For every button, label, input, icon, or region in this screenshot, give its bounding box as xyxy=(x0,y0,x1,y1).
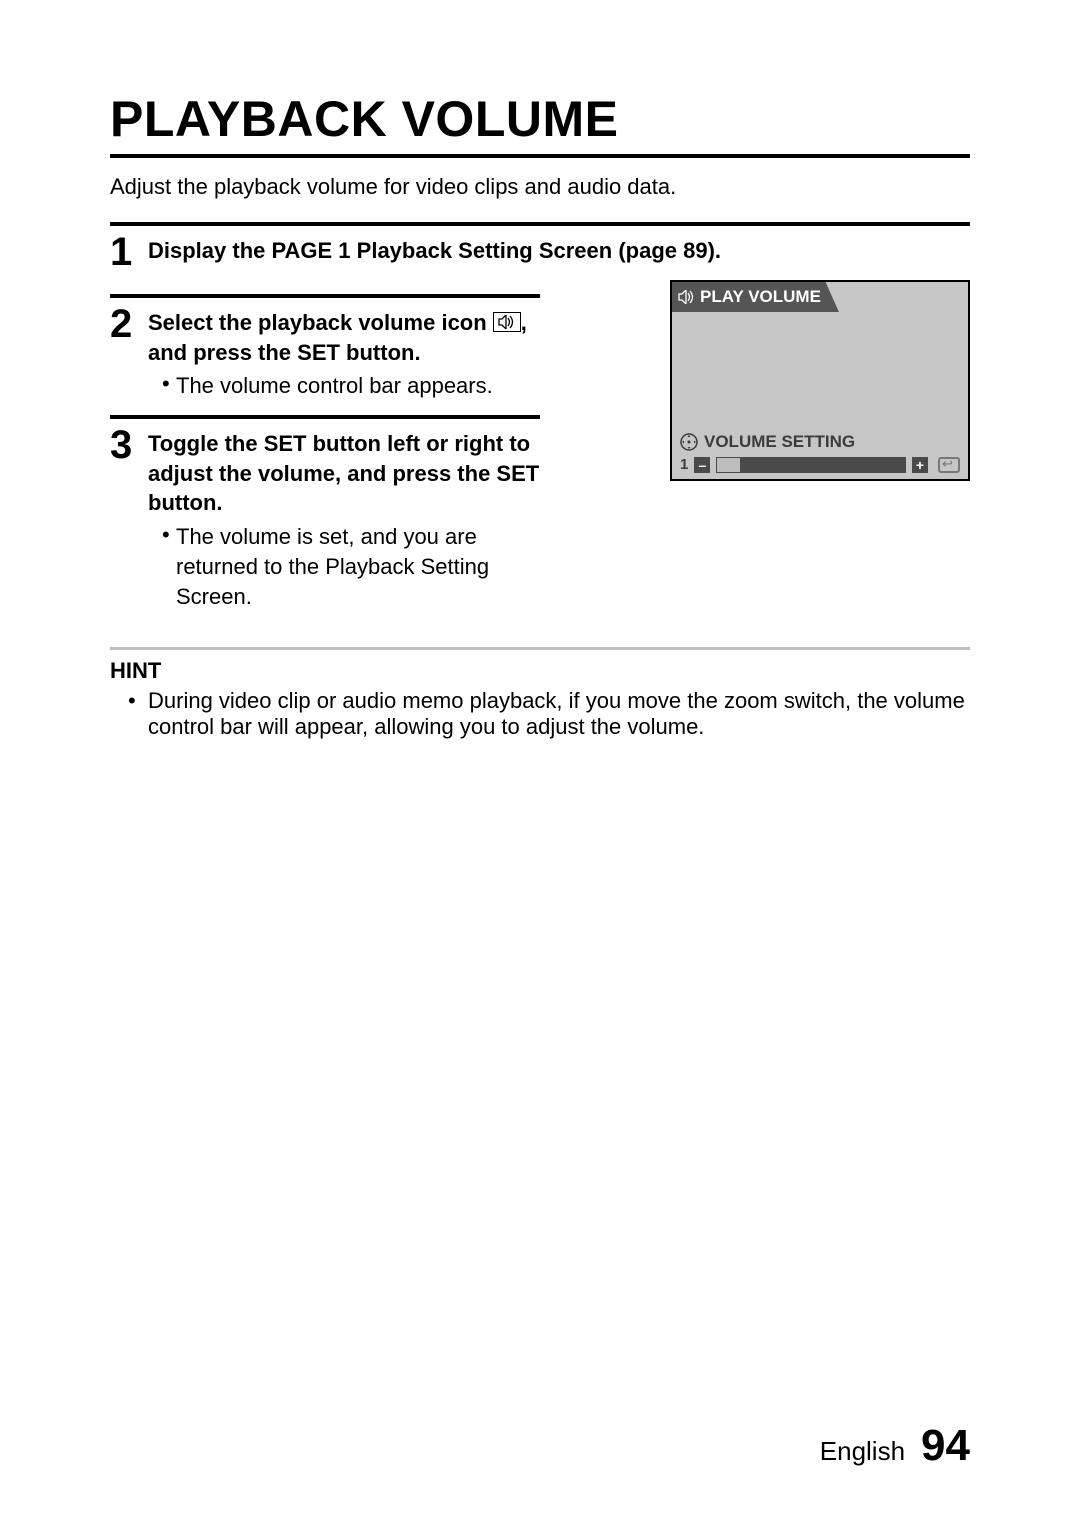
volume-track xyxy=(716,457,906,473)
volume-value: 1 xyxy=(680,456,688,473)
step-3-number: 3 xyxy=(110,425,148,465)
manual-page: PLAYBACK VOLUME Adjust the playback volu… xyxy=(0,0,1080,1526)
footer-page-number: 94 xyxy=(921,1421,970,1471)
bullet-dot-icon: • xyxy=(162,371,176,397)
rule-mid-1 xyxy=(110,294,540,298)
page-title: PLAYBACK VOLUME xyxy=(110,90,970,158)
volume-minus: – xyxy=(694,457,710,473)
volume-icon-inline xyxy=(493,312,521,332)
step-3-head: Toggle the SET button left or right to a… xyxy=(148,429,540,518)
step-2-number: 2 xyxy=(110,304,148,344)
bullet-dot-icon: • xyxy=(162,522,176,548)
joystick-icon xyxy=(680,433,698,451)
screen-header: PLAY VOLUME xyxy=(672,282,968,312)
lcd-screen: PLAY VOLUME VOLUME SETTING 1 – xyxy=(670,280,970,481)
step-2-bullet-text: The volume control bar appears. xyxy=(176,371,540,401)
volume-setting-row: VOLUME SETTING xyxy=(680,432,960,452)
volume-fill xyxy=(717,458,740,472)
speaker-icon xyxy=(678,290,696,304)
step-1-head: Display the PAGE 1 Playback Setting Scre… xyxy=(148,236,970,266)
rule-mid-2 xyxy=(110,415,540,419)
step-3: 3 Toggle the SET button left or right to… xyxy=(110,429,540,611)
volume-plus: + xyxy=(912,457,928,473)
hint-list: • During video clip or audio memo playba… xyxy=(110,688,970,740)
footer-language: English xyxy=(820,1436,905,1467)
two-column: 2 Select the playback volume icon , and … xyxy=(110,280,970,619)
step-2-bullet: • The volume control bar appears. xyxy=(148,371,540,401)
hint-item: • During video clip or audio memo playba… xyxy=(128,688,970,740)
step-1-number: 1 xyxy=(110,232,148,272)
return-icon xyxy=(938,457,960,473)
page-footer: English 94 xyxy=(820,1421,970,1471)
right-column: PLAY VOLUME VOLUME SETTING 1 – xyxy=(568,280,970,481)
step-1: 1 Display the PAGE 1 Playback Setting Sc… xyxy=(110,236,970,272)
intro-text: Adjust the playback volume for video cli… xyxy=(110,174,970,200)
step-3-bullet-text: The volume is set, and you are returned … xyxy=(176,522,540,611)
screen-volume-section: VOLUME SETTING 1 – + xyxy=(672,432,968,479)
hint-title: HINT xyxy=(110,658,970,684)
step-2: 2 Select the playback volume icon , and … xyxy=(110,308,540,401)
volume-setting-label: VOLUME SETTING xyxy=(704,432,855,452)
hint-bullet-icon: • xyxy=(128,688,148,740)
volume-bar-row: 1 – + xyxy=(680,456,960,473)
step-3-bullet: • The volume is set, and you are returne… xyxy=(148,522,540,611)
screen-mid-area xyxy=(672,312,968,432)
left-column: 2 Select the playback volume icon , and … xyxy=(110,280,540,619)
step-2-head: Select the playback volume icon , and pr… xyxy=(148,308,540,367)
screen-header-label: PLAY VOLUME xyxy=(672,282,839,312)
hint-separator xyxy=(110,647,970,650)
rule-top xyxy=(110,222,970,226)
hint-item-text: During video clip or audio memo playback… xyxy=(148,688,970,740)
screen-header-text: PLAY VOLUME xyxy=(700,287,821,307)
step-2-head-a: Select the playback volume icon xyxy=(148,310,493,335)
